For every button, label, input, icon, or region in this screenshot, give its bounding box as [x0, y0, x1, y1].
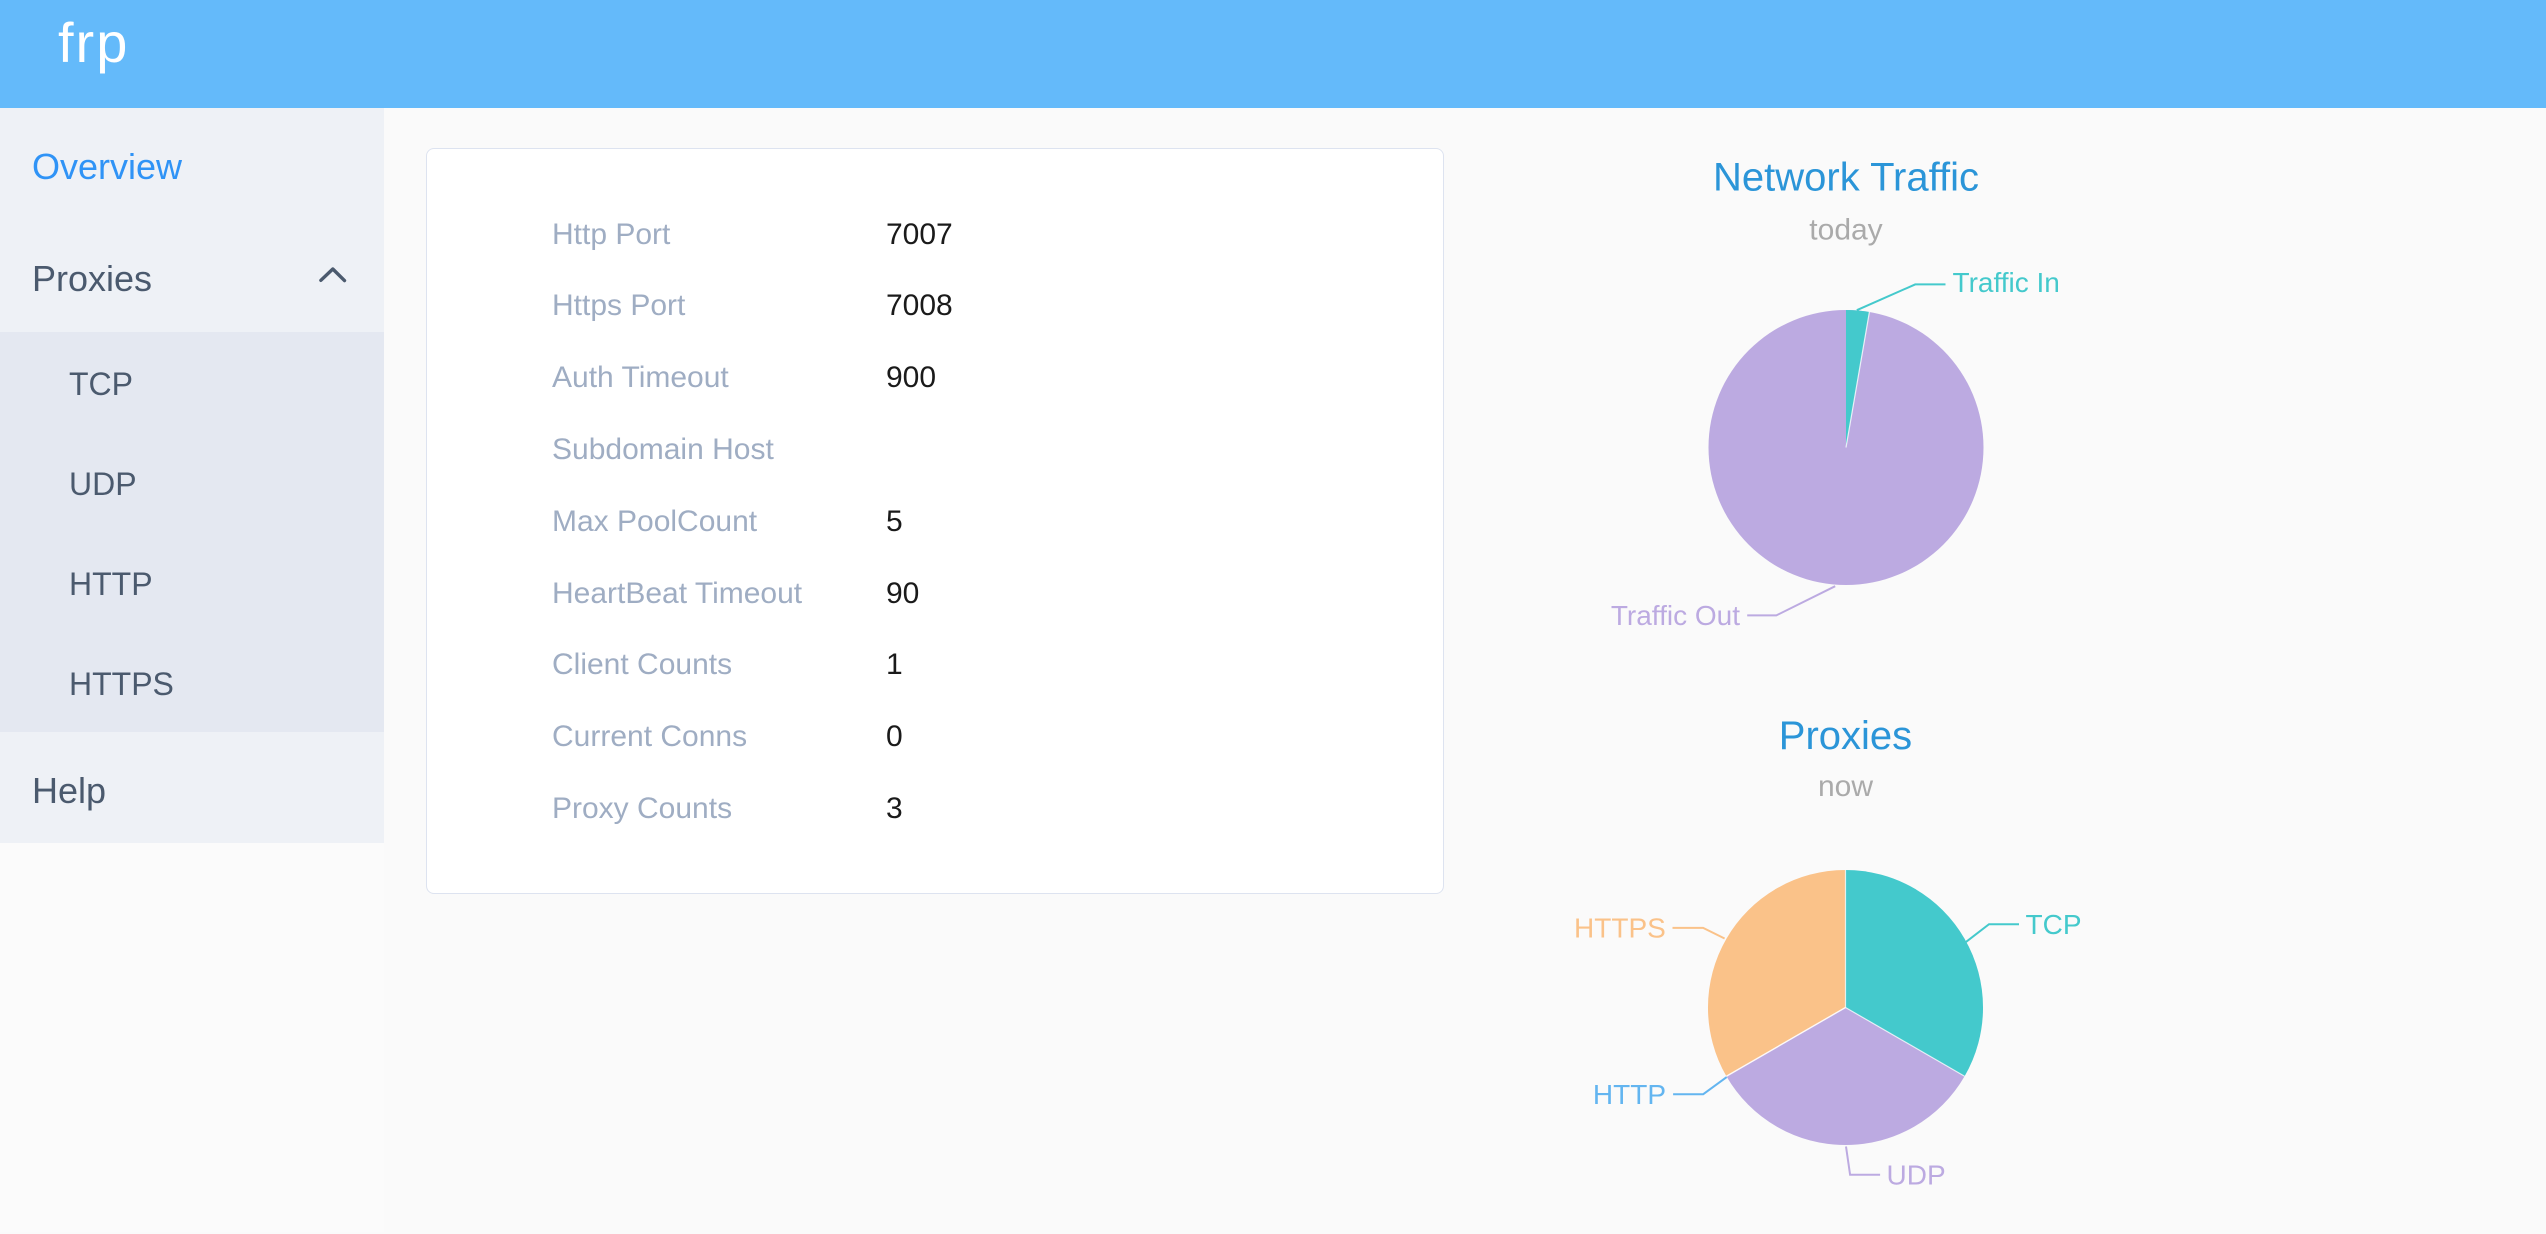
svg-text:Network Traffic: Network Traffic	[1713, 156, 1979, 200]
svg-text:TCP: TCP	[2026, 909, 2082, 940]
svg-text:UDP: UDP	[1887, 1160, 1946, 1191]
svg-text:Traffic Out: Traffic Out	[1611, 600, 1740, 631]
svg-text:Traffic In: Traffic In	[1953, 267, 2060, 298]
svg-text:HTTPS: HTTPS	[1574, 913, 1666, 944]
svg-text:HTTP: HTTP	[1593, 1079, 1666, 1110]
svg-text:now: now	[1818, 770, 1873, 803]
svg-text:today: today	[1809, 214, 1882, 247]
svg-text:Proxies: Proxies	[1779, 714, 1912, 758]
